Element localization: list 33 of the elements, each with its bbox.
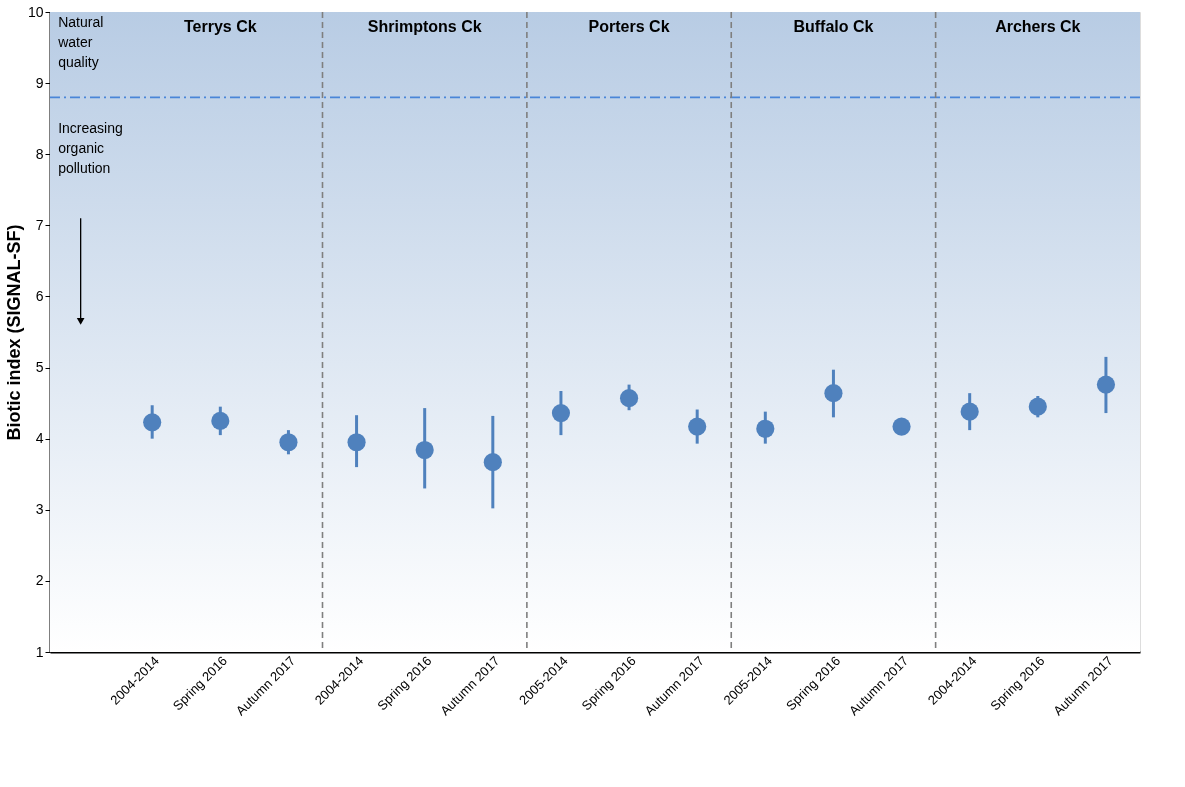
y-tick-label: 9 [35,74,44,91]
point [415,440,434,460]
y-axis-title: Biotic index (SIGNAL-SF) [3,224,24,441]
point [688,417,707,436]
annotation: Increasing organic pollution [58,120,123,177]
y-tick-label: 3 [35,501,44,518]
annotation: Porters Ck [588,18,670,36]
y-tick-label: 8 [35,145,44,162]
point [551,404,571,423]
y-tick-label: 6 [35,287,44,304]
annotation: Buffalo Ck [793,18,874,36]
point [1096,375,1116,394]
annotation: Natural water quality [57,13,104,70]
point [347,433,366,452]
y-tick-label: 2 [35,572,44,589]
point [960,402,979,421]
annotation: Archers Ck [995,18,1081,36]
annotation: Terrys Ck [183,18,257,36]
y-tick-label: 1 [35,643,44,660]
point [619,389,639,408]
annotation: Shrimptons Ck [367,18,482,36]
point [143,413,162,432]
point [892,417,911,436]
point [756,419,775,438]
point [211,411,230,430]
y-tick-label: 4 [35,430,44,447]
y-tick-label: 5 [35,359,44,376]
y-tick-label: 10 [27,3,44,20]
y-tick-label: 7 [35,216,44,233]
point [279,433,298,452]
point [824,384,843,403]
point [1028,397,1047,416]
point [483,453,502,472]
